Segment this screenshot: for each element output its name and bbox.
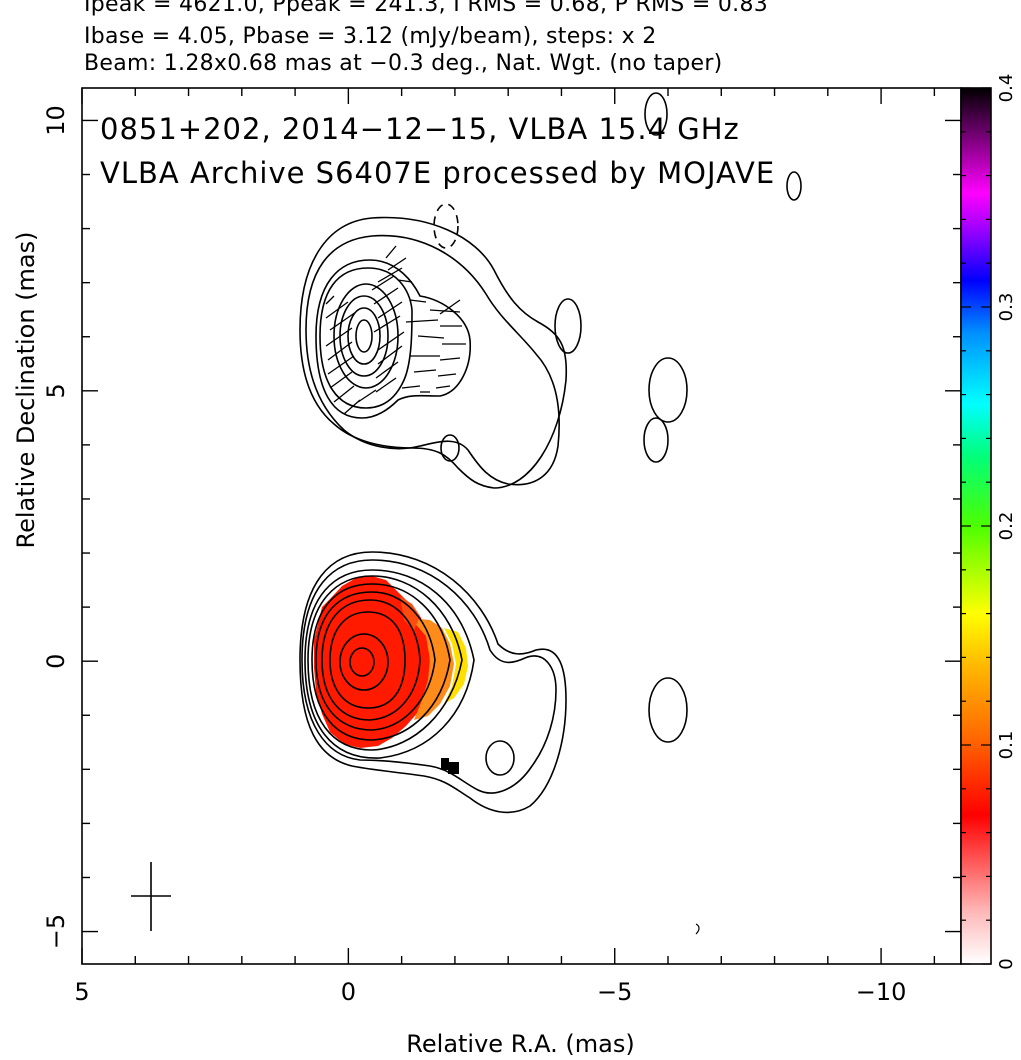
y-tick-label: −5 [42, 914, 70, 949]
fpol-red-region [314, 576, 430, 748]
colorbar-tick-label: 0.1 [996, 731, 1017, 760]
colorbar-ticks [961, 87, 991, 965]
evpa-vectors [325, 245, 466, 415]
x-tick-label: 0 [341, 978, 356, 1006]
fpol-orange-region [410, 618, 454, 720]
fpol-black-pixel [448, 762, 459, 774]
header-peak-rms: Ipeak = 4621.0, Ppeak = 241.3, I RMS = 0… [84, 0, 769, 17]
beam-cross [131, 862, 171, 931]
x-axis-ticks [81, 88, 936, 964]
polarization-color-map [314, 576, 468, 774]
isolated-contours [433, 92, 802, 935]
x-tick-label: −10 [856, 978, 907, 1006]
y-tick-label: 5 [42, 383, 70, 398]
y-axis-label: Relative Declination (mas) [12, 231, 40, 549]
fpol-yellow-region [444, 628, 468, 704]
header-base-steps: Ibase = 4.05, Pbase = 3.12 (mJy/beam), s… [84, 24, 657, 49]
colorbar-tick-label: 0.4 [996, 74, 1017, 103]
header-beam-info: Beam: 1.28x0.68 mas at −0.3 deg., Nat. W… [84, 51, 723, 76]
x-axis-label: Relative R.A. (mas) [406, 1030, 635, 1058]
plot-frame [81, 87, 962, 965]
fpol-blend-region [400, 596, 420, 630]
y-tick-label: 10 [42, 105, 70, 136]
x-axis-tick-labels: 5 0 −5 −10 [74, 978, 906, 1006]
processing-annotation: VLBA Archive S6407E processed by MOJAVE [100, 156, 775, 190]
colorbar-tick-labels: 0 0.1 0.2 0.3 0.4 [996, 74, 1017, 970]
y-axis-tick-labels: −5 0 5 10 [42, 105, 70, 949]
colorbar-tick-label: 0.2 [996, 512, 1017, 541]
y-tick-label: 0 [42, 654, 70, 669]
colorbar-tick-label: 0 [996, 958, 1017, 969]
colorbar-tick-label: 0.3 [996, 293, 1017, 322]
x-tick-label: −5 [597, 978, 632, 1006]
fpol-black-pixel [441, 758, 449, 770]
upper-component-contours [299, 216, 568, 489]
source-annotation: 0851+202, 2014−12−15, VLBA 15.4 GHz [100, 112, 740, 146]
core-contours [299, 551, 567, 814]
x-tick-label: 5 [74, 978, 89, 1006]
y-axis-ticks [82, 119, 961, 933]
